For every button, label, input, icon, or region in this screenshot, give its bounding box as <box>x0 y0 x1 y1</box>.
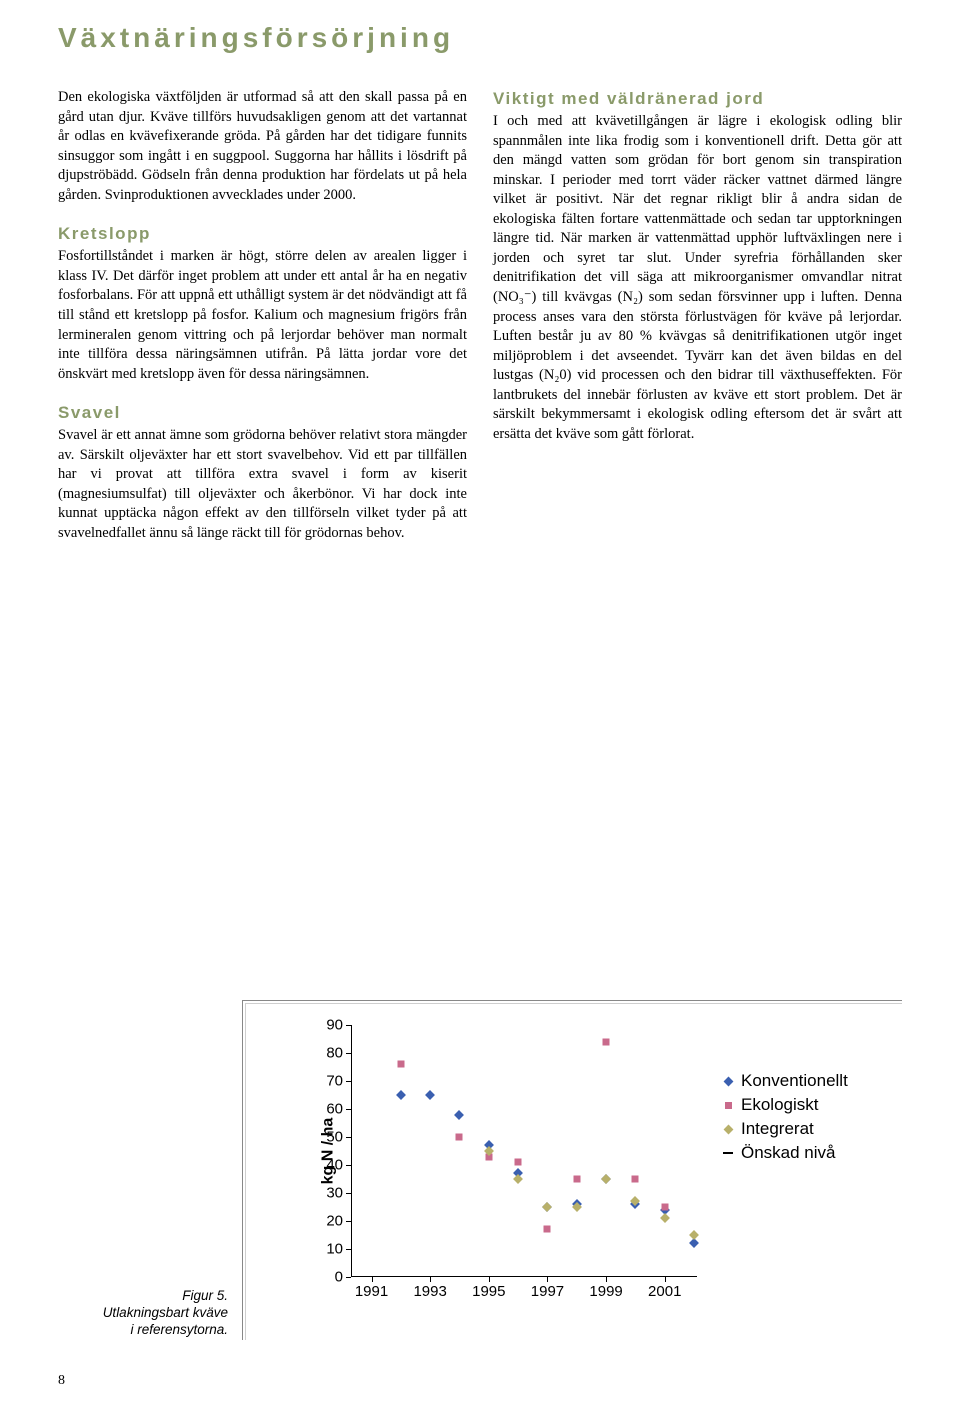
heading-viktigt: Viktigt med väldränerad jord <box>493 88 902 111</box>
data-point <box>425 1090 435 1100</box>
data-point <box>573 1176 580 1183</box>
xtick-label: 1995 <box>472 1283 505 1300</box>
caption-line: Utlakningsbart kväve <box>103 1305 228 1320</box>
xtick-label: 1997 <box>531 1283 564 1300</box>
ytick-mark <box>346 1193 351 1194</box>
x-axis <box>351 1276 697 1277</box>
legend-swatch <box>723 1078 733 1085</box>
xtick-mark <box>372 1277 373 1282</box>
heading-svavel: Svavel <box>58 402 467 425</box>
legend-label: Önskad nivå <box>741 1143 836 1163</box>
data-point <box>632 1176 639 1183</box>
text-columns: Den ekologiska växtföljden är utformad s… <box>58 88 902 544</box>
data-point <box>513 1174 523 1184</box>
scatter-plot: kg N / ha 010203040506070809019911993199… <box>351 1025 697 1277</box>
xtick-mark <box>489 1277 490 1282</box>
viktigt-paragraph: I och med att kvävetillgången är lägre i… <box>493 112 902 445</box>
ytick-mark <box>346 1165 351 1166</box>
data-point <box>515 1159 522 1166</box>
legend-label: Konventionellt <box>741 1071 848 1091</box>
right-column: Viktigt med väldränerad jord I och med a… <box>493 88 902 544</box>
xtick-label: 1993 <box>413 1283 446 1300</box>
chart-legend: Konventionellt Ekologiskt Integrerat Önskad… <box>723 1071 848 1167</box>
data-point <box>689 1230 699 1240</box>
legend-item: Konventionellt <box>723 1071 848 1091</box>
svavel-paragraph: Svavel är ett annat ämne som grödorna be… <box>58 426 467 543</box>
ytick-mark <box>346 1025 351 1026</box>
legend-item: Integrerat <box>723 1119 848 1139</box>
xtick-mark <box>606 1277 607 1282</box>
xtick-label: 1999 <box>589 1283 622 1300</box>
xtick-mark <box>547 1277 548 1282</box>
ytick-label: 70 <box>326 1073 343 1090</box>
data-point <box>601 1174 611 1184</box>
page-title: Växtnäringsförsörjning <box>58 22 902 54</box>
page-number: 8 <box>58 1373 65 1389</box>
legend-item: Ekologiskt <box>723 1095 848 1115</box>
ytick-label: 90 <box>326 1017 343 1034</box>
data-point <box>689 1238 699 1248</box>
ytick-mark <box>346 1249 351 1250</box>
y-axis <box>351 1025 352 1277</box>
heading-kretslopp: Kretslopp <box>58 223 467 246</box>
data-point <box>397 1061 404 1068</box>
legend-label: Integrerat <box>741 1119 814 1139</box>
caption-line: Figur 5. <box>182 1288 228 1303</box>
data-point <box>544 1226 551 1233</box>
ytick-label: 60 <box>326 1101 343 1118</box>
ytick-label: 40 <box>326 1157 343 1174</box>
ytick-mark <box>346 1109 351 1110</box>
data-point <box>396 1090 406 1100</box>
ytick-mark <box>346 1221 351 1222</box>
xtick-mark <box>665 1277 666 1282</box>
legend-swatch <box>723 1102 733 1109</box>
ytick-label: 50 <box>326 1129 343 1146</box>
data-point <box>543 1202 553 1212</box>
kretslopp-paragraph: Fosfortillståndet i marken är högt, stör… <box>58 247 467 384</box>
legend-label: Ekologiskt <box>741 1095 818 1115</box>
xtick-label: 1991 <box>355 1283 388 1300</box>
ytick-label: 10 <box>326 1241 343 1258</box>
data-point <box>456 1134 463 1141</box>
data-point <box>603 1038 610 1045</box>
ytick-label: 30 <box>326 1185 343 1202</box>
left-column: Den ekologiska växtföljden är utformad s… <box>58 88 467 544</box>
ytick-label: 80 <box>326 1045 343 1062</box>
intro-paragraph: Den ekologiska växtföljden är utformad s… <box>58 88 467 205</box>
ytick-mark <box>346 1277 351 1278</box>
xtick-mark <box>430 1277 431 1282</box>
data-point <box>660 1213 670 1223</box>
legend-swatch <box>723 1152 733 1154</box>
ytick-mark <box>346 1053 351 1054</box>
legend-swatch <box>723 1126 733 1133</box>
ytick-label: 0 <box>335 1269 343 1286</box>
figure-caption: Figur 5. Utlakningsbart kväve i referens… <box>58 1288 228 1339</box>
ytick-mark <box>346 1137 351 1138</box>
chart-container: kg N / ha 010203040506070809019911993199… <box>242 1000 902 1340</box>
ytick-mark <box>346 1081 351 1082</box>
xtick-label: 2001 <box>648 1283 681 1300</box>
ytick-label: 20 <box>326 1213 343 1230</box>
caption-line: i referensytorna. <box>130 1322 228 1337</box>
data-point <box>455 1110 465 1120</box>
legend-item: Önskad nivå <box>723 1143 848 1163</box>
data-point <box>661 1204 668 1211</box>
